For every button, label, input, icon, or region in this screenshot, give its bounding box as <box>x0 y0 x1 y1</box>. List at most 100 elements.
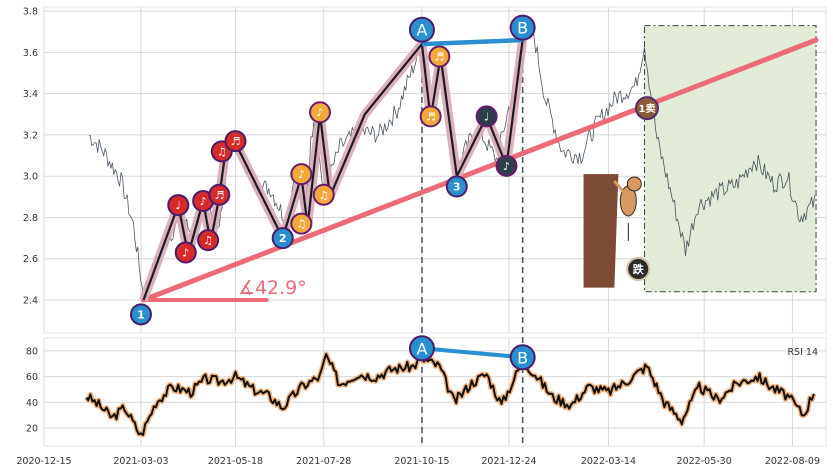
y-tick-label: 3.8 <box>23 7 38 18</box>
x-tick-label: 2022-03-14 <box>581 456 636 467</box>
wave-marker: 2 <box>271 227 294 250</box>
x-tick-label: 2021-12-24 <box>481 456 536 467</box>
wave-marker: ♬ <box>428 45 451 68</box>
marker-label: 跌 <box>633 262 645 276</box>
marker-label: ♪ <box>182 247 189 260</box>
wave-marker: ♩ <box>167 194 190 217</box>
marker-circle <box>271 227 294 250</box>
marker-circle <box>626 257 651 282</box>
wave-marker: ♬ <box>208 183 231 206</box>
marker-circle <box>290 212 313 235</box>
wave-marker: ♪ <box>290 163 313 186</box>
marker-circle <box>167 194 190 217</box>
wave-marker: 1 <box>129 303 152 326</box>
wave-marker: 跌 <box>626 257 651 282</box>
wave-marker: ♪ <box>174 241 197 264</box>
marker-label: ♫ <box>203 234 213 247</box>
rsi-tick-label: 40 <box>26 398 38 409</box>
y-tick-label: 3.6 <box>23 48 38 59</box>
marker-label: ♪ <box>298 168 305 181</box>
x-tick-label: 2021-07-28 <box>296 456 351 467</box>
marker-label: ♪ <box>200 195 207 208</box>
dog-arm <box>613 179 626 194</box>
rsi-legend: RSI 14 <box>787 347 818 358</box>
marker-circle <box>174 241 197 264</box>
marker-circle <box>312 183 335 206</box>
y-tick-label: 3.4 <box>23 89 38 100</box>
ab-connector <box>421 37 523 47</box>
angle-label: ∡42.9° <box>238 277 307 299</box>
marker-label: ♫ <box>217 145 227 158</box>
wave-marker: ♬ <box>224 130 247 153</box>
marker-label: ♬ <box>434 51 444 64</box>
marker-circle <box>634 96 659 121</box>
marker-label: 2 <box>279 232 287 245</box>
marker-circle <box>197 229 220 252</box>
marker-label: ♪ <box>316 106 323 119</box>
rsi-ab-circle <box>408 335 435 362</box>
x-tick-label: 2021-05-18 <box>208 456 263 467</box>
x-tick-label: 2021-03-03 <box>113 456 168 467</box>
marker-label: ♪ <box>503 160 510 173</box>
wave-marker: ♫ <box>312 183 335 206</box>
cliff-shape <box>583 174 619 288</box>
marker-label: ♬ <box>214 189 224 202</box>
wave-marker: ♫ <box>197 229 220 252</box>
y-tick-label: 2.4 <box>23 295 38 306</box>
marker-label: 1卖 <box>638 102 655 115</box>
x-tick-label: 2021-10-15 <box>394 456 449 467</box>
marker-label: ♬ <box>426 110 436 123</box>
x-tick-label: 2020-12-15 <box>16 456 71 467</box>
dog-head <box>626 176 642 192</box>
rsi-ab-label: B <box>517 348 528 367</box>
marker-circle <box>290 163 313 186</box>
ab-badge-label: A <box>416 21 427 40</box>
marker-label: 3 <box>453 181 461 194</box>
ab-badge-circle <box>408 16 435 43</box>
wave-marker: ♬ <box>419 105 442 128</box>
marker-label: ♩ <box>484 110 489 123</box>
marker-circle <box>428 45 451 68</box>
marker-label: ♫ <box>296 218 306 231</box>
dog-figure <box>613 176 642 241</box>
wave-marker: ♫ <box>290 212 313 235</box>
ab-badge-circle <box>509 14 536 41</box>
marker-circle <box>419 105 442 128</box>
rsi-ab-connector <box>421 346 523 360</box>
ab-badge-label: B <box>517 19 528 38</box>
marker-circle <box>445 175 468 198</box>
x-tick-label: 2022-08-09 <box>765 456 820 467</box>
rsi-ab-circle <box>509 344 536 371</box>
marker-label: ♩ <box>176 199 181 212</box>
ab-badge: A <box>408 16 435 43</box>
marker-circle <box>309 101 331 124</box>
rsi-line <box>85 353 815 436</box>
y-tick-label: 2.8 <box>23 213 38 224</box>
marker-circle <box>129 303 152 326</box>
marker-circle <box>475 105 498 128</box>
rsi-ab-badge: B <box>509 344 536 371</box>
rsi-ab-badge: A <box>408 335 435 362</box>
marker-label: ♬ <box>231 135 241 148</box>
y-tick-label: 3.0 <box>23 172 38 183</box>
wave-marker: 3 <box>445 175 468 198</box>
x-tick-label: 2022-05-30 <box>677 456 732 467</box>
y-tick-label: 3.2 <box>23 130 38 141</box>
wave-marker: ♪ <box>495 154 518 177</box>
rsi-ab-label: A <box>416 339 427 358</box>
rsi-tick-label: 80 <box>26 346 38 357</box>
marker-circle <box>495 154 518 177</box>
rsi-tick-label: 20 <box>26 424 38 435</box>
marker-circle <box>208 183 231 206</box>
marker-circle <box>224 130 247 153</box>
marker-label: 1 <box>137 308 145 321</box>
ab-badge: B <box>509 14 536 41</box>
trend-line <box>140 37 819 303</box>
wave-marker: ♪ <box>309 101 331 124</box>
rsi-tick-label: 60 <box>26 372 38 383</box>
marker-label: ♫ <box>319 189 329 202</box>
wave-marker: ♩ <box>475 105 498 128</box>
projection-box <box>643 25 817 293</box>
